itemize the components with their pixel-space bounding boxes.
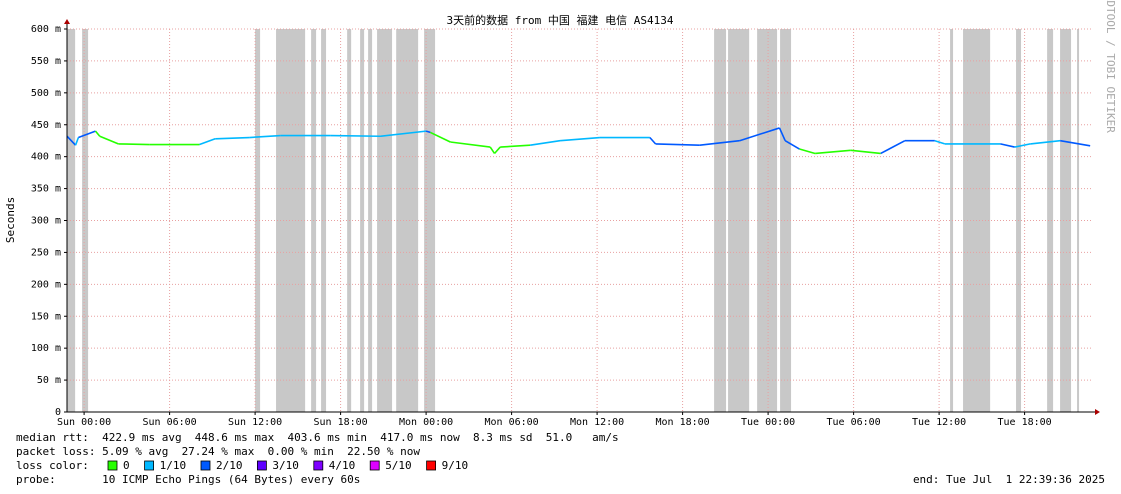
- line-segment: [784, 140, 800, 150]
- line-segment: [559, 136, 601, 142]
- y-tick-label: 400 m: [31, 152, 61, 163]
- stats-line: packet loss: 5.09 % avg 27.24 % max 0.00…: [16, 445, 420, 458]
- line-segment: [215, 136, 250, 140]
- y-tick-label: 50 m: [37, 375, 61, 386]
- x-tick-label: Tue 06:00: [827, 417, 881, 428]
- line-segment: [425, 130, 431, 134]
- legend-label: 5/10: [385, 459, 412, 472]
- line-segment: [1030, 139, 1061, 145]
- legend-label: 3/10: [272, 459, 299, 472]
- legend-swatch: [144, 460, 155, 471]
- line-segment: [430, 131, 451, 143]
- line-segment: [1060, 139, 1091, 147]
- legend-swatch: [369, 460, 380, 471]
- loss-bar: [255, 29, 261, 412]
- loss-bar: [67, 29, 76, 412]
- y-tick-label: 150 m: [31, 311, 61, 322]
- line-segment: [380, 130, 427, 138]
- probe: probe: 10 ICMP Echo Pings (64 Bytes) eve…: [16, 473, 360, 486]
- x-axis-arrow: [1095, 409, 1100, 415]
- x-tick-label: Mon 12:00: [570, 417, 624, 428]
- y-axis-arrow: [64, 19, 70, 24]
- stats-line: median rtt: 422.9 ms avg 448.6 ms max 40…: [16, 431, 619, 444]
- y-tick-label: 250 m: [31, 247, 61, 258]
- legend-label: 1/10: [160, 459, 187, 472]
- line-segment: [1000, 143, 1015, 148]
- loss-bar: [1060, 29, 1072, 412]
- y-tick-label: 450 m: [31, 120, 61, 131]
- x-tick-label: Mon 06:00: [485, 417, 539, 428]
- line-segment: [778, 127, 786, 142]
- line-segment: [500, 144, 531, 148]
- legend-swatch: [426, 460, 437, 471]
- y-tick-label: 600 m: [31, 24, 61, 35]
- loss-bar: [1047, 29, 1054, 412]
- line-segment: [78, 130, 96, 139]
- x-tick-label: Tue 12:00: [912, 417, 966, 428]
- loss-bar: [396, 29, 419, 412]
- y-tick-label: 300 m: [31, 216, 61, 227]
- line-segment: [815, 149, 851, 155]
- loss-bar: [780, 29, 792, 412]
- x-tick-label: Tue 00:00: [741, 417, 795, 428]
- loss-bar: [321, 29, 327, 412]
- legend-swatch: [107, 460, 118, 471]
- legend-label: 0: [123, 459, 130, 472]
- end-time: end: Tue Jul 1 22:39:36 2025: [913, 473, 1105, 486]
- line-segment: [934, 139, 946, 145]
- loss-bar: [360, 29, 365, 412]
- line-segment: [850, 149, 881, 155]
- line-segment: [450, 141, 491, 148]
- legend-label: 4/10: [329, 459, 356, 472]
- line-segment: [66, 135, 77, 146]
- line-segment: [493, 146, 501, 155]
- y-tick-label: 100 m: [31, 343, 61, 354]
- x-tick-label: Sun 06:00: [143, 417, 197, 428]
- legend-swatch: [313, 460, 324, 471]
- loss-bar: [950, 29, 954, 412]
- line-segment: [199, 138, 216, 146]
- y-tick-label: 0: [55, 407, 61, 418]
- legend-label: 2/10: [216, 459, 243, 472]
- line-segment: [655, 143, 700, 146]
- chart-title: 3天前的数据 from 中国 福建 电信 AS4134: [447, 13, 674, 27]
- plot-area: [66, 28, 1093, 413]
- legend-label: loss color:: [16, 459, 89, 472]
- legend-label: 9/10: [442, 459, 469, 472]
- line-segment: [880, 140, 906, 155]
- y-axis-label: Seconds: [4, 197, 17, 243]
- line-segment: [530, 139, 561, 146]
- y-tick-label: 200 m: [31, 279, 61, 290]
- legend-swatch: [200, 460, 211, 471]
- x-tick-label: Tue 18:00: [998, 417, 1052, 428]
- y-tick-label: 550 m: [31, 56, 61, 67]
- line-segment: [94, 130, 101, 137]
- line-segment: [330, 134, 381, 138]
- line-segment: [489, 146, 496, 154]
- line-segment: [99, 135, 119, 145]
- loss-bar: [714, 29, 727, 412]
- x-tick-label: Mon 18:00: [656, 417, 710, 428]
- line-segment: [74, 137, 80, 146]
- line-segment: [249, 134, 281, 139]
- line-segment: [699, 139, 740, 146]
- loss-bar: [424, 29, 436, 412]
- line-segment: [118, 143, 150, 146]
- y-tick-label: 500 m: [31, 88, 61, 99]
- line-segment: [799, 148, 816, 155]
- x-tick-label: Sun 12:00: [228, 417, 282, 428]
- x-tick-label: Mon 00:00: [399, 417, 453, 428]
- legend-swatch: [256, 460, 267, 471]
- y-tick-label: 350 m: [31, 184, 61, 195]
- line-segment: [739, 127, 780, 142]
- line-segment: [649, 136, 657, 145]
- watermark: RRDTOOL / TOBI OETIKER: [1104, 0, 1117, 133]
- line-segment: [1014, 143, 1031, 148]
- x-tick-label: Sun 00:00: [57, 417, 111, 428]
- x-tick-label: Sun 18:00: [314, 417, 368, 428]
